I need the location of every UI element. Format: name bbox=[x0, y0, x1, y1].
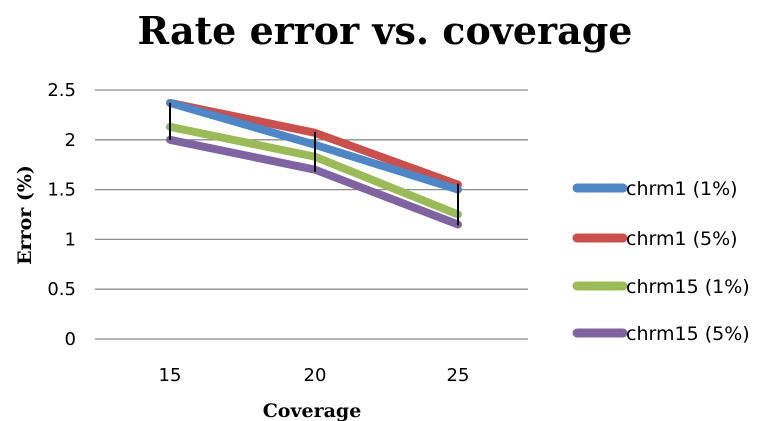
legend-label: chrm1 (5%) bbox=[626, 228, 738, 250]
x-tick-labels: 15 20 25 bbox=[159, 365, 470, 386]
y-tick-label: 1 bbox=[65, 229, 76, 250]
legend: chrm1 (1%) chrm1 (5%) chrm15 (1%) chrm15 (5… bbox=[572, 178, 750, 345]
y-tick-label: 2 bbox=[65, 130, 76, 151]
y-tick-labels: 0 0.5 1 1.5 2 2.5 bbox=[47, 80, 76, 350]
legend-label: chrm15 (1%) bbox=[626, 276, 750, 298]
y-tick-label: 0 bbox=[65, 329, 76, 350]
y-tick-label: 2.5 bbox=[47, 80, 76, 101]
grid bbox=[95, 89, 528, 340]
y-axis-title: Error (%) bbox=[14, 165, 36, 265]
y-tick-label: 0.5 bbox=[47, 279, 76, 300]
x-tick-label: 20 bbox=[304, 365, 327, 386]
legend-label: chrm1 (1%) bbox=[626, 178, 738, 200]
x-axis-title: Coverage bbox=[263, 400, 362, 421]
x-tick-label: 15 bbox=[159, 365, 182, 386]
error-bars bbox=[169, 102, 459, 226]
x-tick-label: 25 bbox=[447, 365, 470, 386]
legend-label: chrm15 (5%) bbox=[626, 323, 750, 345]
y-tick-label: 1.5 bbox=[47, 180, 76, 201]
chart-title: Rate error vs. coverage bbox=[137, 8, 633, 53]
